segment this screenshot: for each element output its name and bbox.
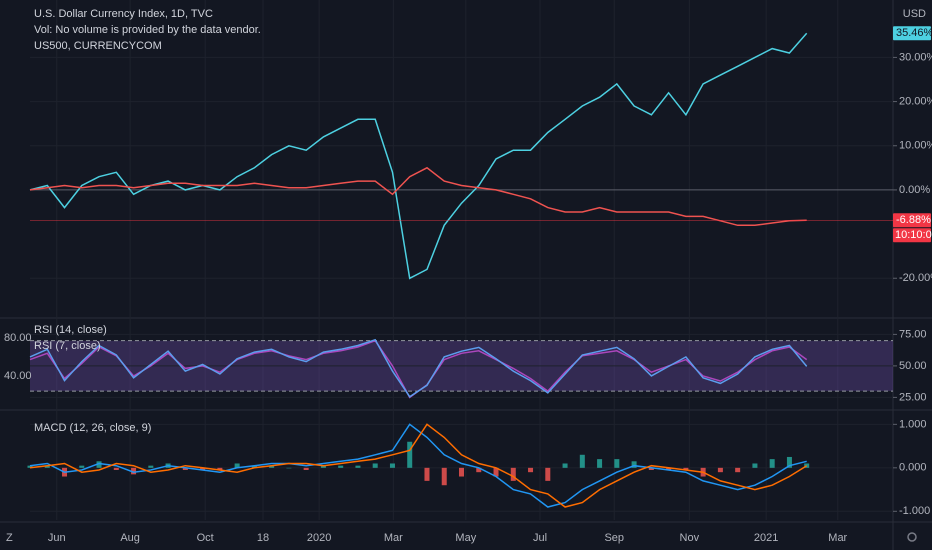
- histogram-bar: [441, 467, 447, 486]
- x-tick-label: Jun: [48, 532, 66, 544]
- y-tick-label: 0.000: [899, 462, 927, 474]
- y-tick-label: 75.00: [899, 328, 927, 340]
- zoom-icon[interactable]: Z: [6, 532, 13, 544]
- x-tick-label: Nov: [680, 532, 700, 544]
- histogram-bar: [44, 465, 50, 468]
- y-tick-label: 10.00%: [899, 140, 932, 152]
- histogram-bar: [493, 467, 499, 477]
- histogram-bar: [27, 465, 33, 468]
- y-tick-label: 50.00: [899, 360, 927, 372]
- histogram-bar: [372, 463, 378, 468]
- histogram-bar: [424, 467, 430, 481]
- x-tick-label: 2020: [307, 532, 331, 544]
- series-legend: RSI (7, close): [34, 340, 101, 352]
- histogram-bar: [735, 467, 741, 473]
- histogram-bar: [79, 465, 85, 468]
- histogram-bar: [459, 467, 464, 477]
- y-tick-label: -1.000: [899, 505, 930, 517]
- histogram-bar: [476, 467, 482, 473]
- x-tick-label: Oct: [197, 532, 214, 544]
- histogram-bar: [752, 463, 758, 468]
- settings-icon[interactable]: [907, 532, 917, 542]
- y-tick-label: 25.00: [899, 391, 927, 403]
- histogram-bar: [286, 467, 292, 469]
- legend-line: Vol: No volume is provided by the data v…: [34, 24, 261, 36]
- price-label-box: [893, 213, 931, 228]
- countdown: 10:10:06: [895, 229, 932, 241]
- histogram-bar: [96, 461, 102, 468]
- histogram-bar: [683, 467, 689, 470]
- histogram-bar: [338, 465, 344, 468]
- series-line: [29, 423, 807, 508]
- histogram-bar: [648, 467, 654, 470]
- histogram-bar: [200, 467, 206, 470]
- histogram-bar: [804, 463, 810, 468]
- series-line: [29, 423, 808, 508]
- x-tick-label: May: [455, 532, 476, 544]
- series-line: [29, 338, 808, 398]
- histogram-bar: [269, 465, 275, 468]
- histogram-bar: [234, 463, 240, 468]
- histogram-bar: [182, 467, 188, 470]
- legend-line: US500, CURRENCYCOM: [34, 40, 162, 52]
- histogram-bar: [148, 465, 154, 468]
- x-tick-label: Aug: [120, 532, 140, 544]
- series-legend: RSI (14, close): [34, 324, 107, 336]
- y-tick-label: 0.00%: [899, 184, 930, 196]
- currency-label: USD: [903, 8, 926, 20]
- histogram-bar: [131, 467, 137, 475]
- y-tick-label: 1.000: [899, 418, 927, 430]
- histogram-bar: [217, 467, 223, 470]
- countdown-box: [893, 228, 931, 243]
- histogram-bar: [614, 459, 620, 468]
- legend-line: U.S. Dollar Currency Index, 1D, TVC: [34, 8, 213, 20]
- histogram-bar: [717, 467, 723, 473]
- series-line: [29, 32, 808, 280]
- histogram-bar: [113, 467, 119, 470]
- x-tick-label: 18: [257, 532, 269, 544]
- series-line: [29, 166, 807, 227]
- x-tick-label: Mar: [828, 532, 847, 544]
- histogram-bar: [579, 454, 585, 468]
- price-label-box: [893, 26, 931, 41]
- histogram-bar: [562, 463, 568, 468]
- histogram-bar: [251, 465, 257, 468]
- x-tick-label: Sep: [604, 532, 624, 544]
- x-tick-label: 2021: [754, 532, 778, 544]
- histogram-bar: [407, 441, 413, 468]
- histogram-bar: [510, 467, 516, 481]
- histogram-bar: [303, 467, 309, 470]
- histogram-bar: [355, 465, 361, 468]
- histogram-bar: [786, 456, 792, 468]
- histogram-bar: [666, 467, 672, 470]
- histogram-bar: [545, 467, 551, 481]
- y-tick-label: 30.00%: [899, 51, 932, 63]
- histogram-bar: [597, 459, 603, 468]
- histogram-bar: [631, 461, 637, 468]
- histogram-bar: [320, 465, 326, 468]
- y2-tick-label: 80.00: [4, 332, 32, 344]
- price-label: -6.88%: [896, 214, 931, 226]
- price-label: 35.46%: [896, 27, 932, 39]
- histogram-bar: [769, 459, 775, 468]
- x-tick-label: Jul: [533, 532, 547, 544]
- x-tick-label: Mar: [384, 532, 403, 544]
- y-tick-label: -20.00%: [899, 272, 932, 284]
- histogram-bar: [528, 467, 534, 473]
- histogram-bar: [389, 463, 395, 468]
- y-tick-label: 20.00%: [899, 95, 932, 107]
- y2-tick-label: 40.00: [4, 370, 32, 382]
- pane-title: MACD (12, 26, close, 9): [34, 422, 151, 434]
